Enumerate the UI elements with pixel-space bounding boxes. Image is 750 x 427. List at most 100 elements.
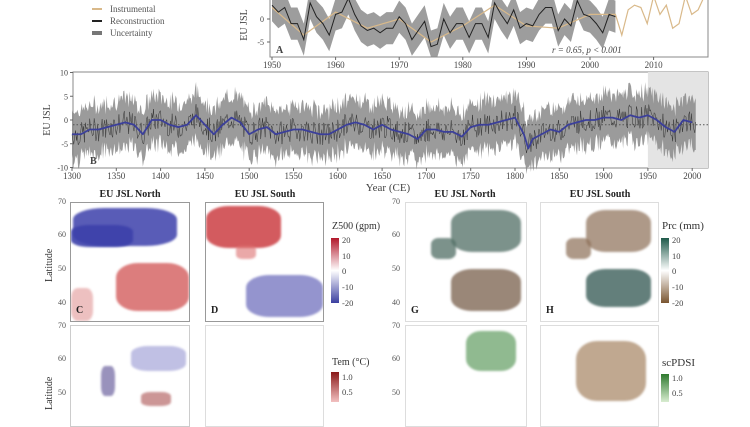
map-h: H (540, 202, 659, 322)
map-c: C (70, 202, 190, 322)
x-tick-label: 1400 (152, 171, 171, 181)
lat-tick: 50 (58, 264, 66, 273)
scpdsi-colorbar-title: scPDSI (662, 357, 696, 369)
map-title-g: EU JSL North (434, 189, 496, 200)
x-tick-label: 2000 (581, 60, 600, 70)
annual-reconstruction-line (71, 104, 696, 154)
map-e (70, 325, 190, 427)
panel-b-chart: 1300 1350 1400 1450 1500 1550 1600 1650 1700 1750… (42, 69, 709, 194)
panel-a-ylabel: EU JSL (239, 9, 250, 40)
prc-colorbar-title: Prc (mm) (662, 220, 704, 232)
z500-colorbar (331, 238, 339, 303)
colorbar-tick: 0 (672, 266, 677, 276)
latitude-label-2: Latitude (44, 376, 55, 410)
panel-b-letter: B (90, 156, 97, 167)
panel-b-ylabel: EU JSL (42, 104, 53, 135)
x-tick-label: 1900 (595, 171, 614, 181)
lat-tick: 50 (392, 388, 400, 397)
legend-item-uncertainty: Uncertainty (92, 27, 165, 39)
instrumental-swatch (92, 8, 102, 10)
tem-colorbar-title: Tem (°C) (332, 357, 370, 368)
x-tick-label: 1980 (454, 60, 473, 70)
y-tick-label: -5 (257, 38, 264, 47)
colorbar-tick: -20 (342, 298, 354, 308)
latitude-label: Latitude (44, 248, 55, 282)
x-tick-label: 1650 (373, 171, 392, 181)
x-tick-label: 1600 (329, 171, 348, 181)
x-tick-label: 2010 (645, 60, 664, 70)
legend-label: Instrumental (110, 4, 156, 14)
map-letter: D (211, 305, 219, 316)
x-tick-label: 1450 (196, 171, 215, 181)
map-j (540, 325, 659, 427)
x-tick-label: 1500 (240, 171, 259, 181)
lat-tick: 40 (58, 298, 66, 307)
x-tick-label: 1350 (107, 171, 126, 181)
lat-tick: 70 (58, 321, 66, 330)
x-tick-label: 1700 (417, 171, 436, 181)
y-tick-label: 5 (64, 92, 68, 101)
lat-tick: 60 (392, 354, 400, 363)
legend-label: Uncertainty (110, 28, 153, 38)
lat-tick: 50 (58, 388, 66, 397)
time-series-charts: 1950 1960 1970 1980 1990 2000 2010 0 -5 EU JSL A… (42, 0, 709, 194)
colorbar-tick: -10 (672, 282, 684, 292)
map-letter: H (546, 305, 554, 316)
y-tick-label: 0 (260, 15, 264, 24)
map-title-d: EU JSL South (234, 189, 296, 200)
reconstruction-line (271, 0, 616, 48)
map-title-h: EU JSL South (569, 189, 631, 200)
map-letter: G (411, 305, 419, 316)
legend-item-instrumental: Instrumental (92, 3, 165, 15)
colorbar-tick: 1.0 (342, 372, 353, 382)
lat-tick: 40 (392, 298, 400, 307)
y-tick-label: 0 (64, 116, 68, 125)
x-tick-label: 1960 (327, 60, 346, 70)
x-tick-label: 1800 (506, 171, 525, 181)
x-tick-label: 1990 (517, 60, 536, 70)
colorbar-tick: 20 (342, 235, 351, 245)
smoothed-line (72, 114, 693, 150)
reconstruction-swatch (92, 20, 102, 22)
lat-tick: 60 (392, 230, 400, 239)
uncertainty-band (272, 0, 616, 57)
colorbar-tick: 0.5 (672, 388, 683, 398)
map-f (205, 325, 324, 427)
colorbar-tick: 20 (672, 235, 681, 245)
x-tick-label: 1300 (63, 171, 82, 181)
x-tick-label: 1750 (462, 171, 481, 181)
lat-tick: 70 (392, 321, 400, 330)
colorbar-tick: 10 (342, 251, 351, 261)
lat-tick: 60 (58, 230, 66, 239)
x-tick-label: 2000 (683, 171, 702, 181)
panel-a-annotation: r = 0.65, p < 0.001 (552, 45, 622, 55)
lat-tick: 70 (58, 197, 66, 206)
lat-tick: 50 (392, 264, 400, 273)
colorbar-tick: -10 (342, 282, 354, 292)
lat-tick: 60 (58, 354, 66, 363)
tem-colorbar (331, 372, 339, 402)
colorbar-tick: 0 (342, 266, 347, 276)
colorbar-tick: -20 (672, 298, 684, 308)
x-tick-label: 1550 (285, 171, 304, 181)
y-tick-label: -10 (57, 164, 68, 173)
legend-label: Reconstruction (110, 16, 165, 26)
x-tick-label: 1950 (263, 60, 282, 70)
colorbar-tick: 1.0 (672, 373, 683, 383)
uncertainty-band (72, 82, 696, 175)
legend-item-reconstruction: Reconstruction (92, 15, 165, 27)
panel-a-chart: 1950 1960 1970 1980 1990 2000 2010 0 -5 EU JSL A… (239, 0, 709, 70)
map-letter: C (76, 305, 84, 316)
scpdsi-colorbar (661, 374, 669, 402)
z500-colorbar-title: Z500 (gpm) (332, 221, 381, 232)
x-tick-label: 1970 (390, 60, 409, 70)
panel-b-xlabel: Year (CE) (366, 182, 411, 194)
y-tick-label: 10 (60, 69, 68, 78)
map-i (405, 325, 527, 427)
x-tick-label: 1850 (550, 171, 569, 181)
colorbar-tick: 0.5 (342, 387, 353, 397)
lat-tick: 70 (392, 197, 400, 206)
y-tick-label: -5 (61, 140, 68, 149)
colorbar-tick: 10 (672, 251, 681, 261)
legend: Instrumental Reconstruction Uncertainty (92, 3, 165, 39)
